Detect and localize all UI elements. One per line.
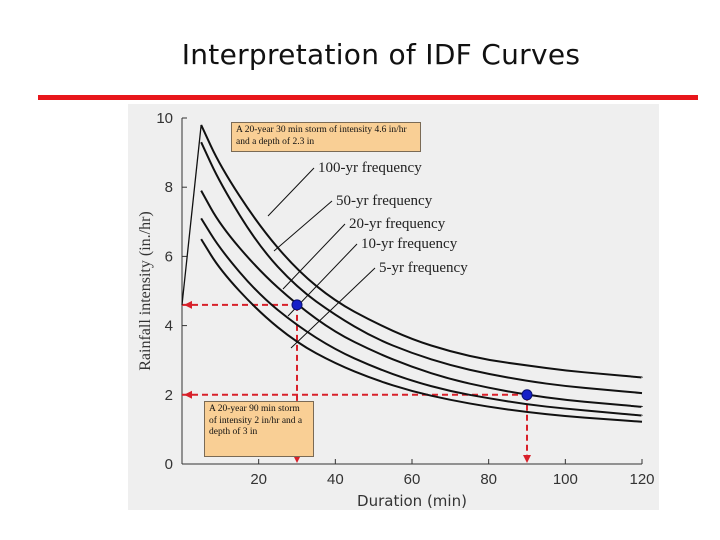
series-line-5	[200, 238, 643, 423]
highlight-point	[291, 299, 303, 311]
series-line-4	[200, 217, 643, 417]
series-line-1	[200, 124, 643, 379]
title-rule	[38, 95, 698, 100]
y-tick-label: 6	[165, 248, 173, 265]
x-tick-label: 40	[327, 471, 344, 488]
rising-limb-line	[181, 124, 202, 305]
series-line-3	[200, 190, 643, 408]
series-label: 20-yr frequency	[349, 216, 446, 232]
y-tick-label: 8	[165, 179, 173, 196]
series-label-leader	[267, 167, 315, 217]
y-tick-label: 10	[156, 110, 173, 127]
highlight-point	[521, 389, 533, 401]
annotation-bottom: A 20-year 90 min storm of intensity 2 in…	[204, 401, 314, 457]
guide-arrow-4	[523, 455, 531, 463]
x-tick-label: 100	[553, 471, 578, 488]
series-label: 50-yr frequency	[336, 193, 433, 209]
series-label: 5-yr frequency	[379, 260, 468, 276]
series-label: 10-yr frequency	[361, 236, 458, 252]
series-label-leader	[282, 223, 346, 290]
y-tick-label: 0	[165, 456, 173, 473]
series-label-leader	[273, 200, 333, 252]
series-label: 100-yr frequency	[318, 160, 422, 176]
slide-title: Interpretation of IDF Curves	[181, 38, 581, 71]
guide-arrow-3	[293, 455, 301, 463]
x-tick-label: 80	[480, 471, 497, 488]
guide-arrow-2	[184, 390, 192, 399]
annotation-top: A 20-year 30 min storm of intensity 4.6 …	[231, 122, 421, 152]
x-tick-label: 120	[629, 471, 654, 488]
x-tick-label: 60	[404, 471, 421, 488]
guide-arrow-1	[184, 300, 192, 309]
x-axis-label: Duration (min)	[357, 492, 467, 510]
y-tick-label: 2	[165, 387, 173, 404]
y-axis-label: Rainfall intensity (in./hr)	[137, 211, 154, 371]
x-tick-label: 20	[250, 471, 267, 488]
series-label-leader	[290, 267, 376, 349]
series-line-2	[200, 141, 643, 395]
y-tick-label: 4	[165, 318, 173, 335]
